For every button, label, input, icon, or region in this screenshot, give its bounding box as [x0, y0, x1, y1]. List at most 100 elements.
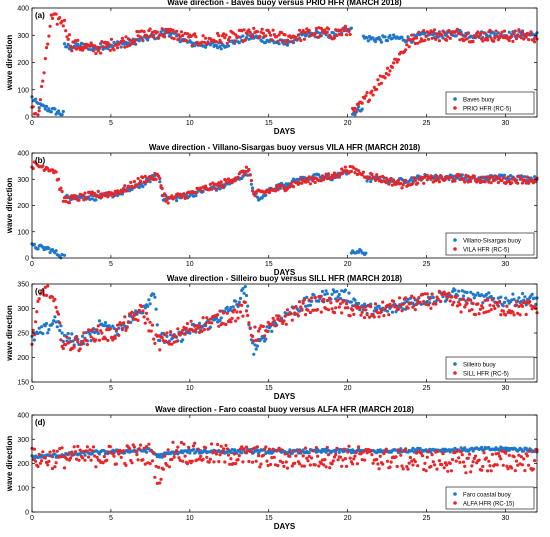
data-point [306, 308, 310, 312]
data-point [182, 442, 186, 446]
data-point [222, 311, 226, 315]
data-point [469, 290, 473, 294]
data-point [501, 309, 505, 313]
data-point [164, 199, 168, 203]
data-point [465, 290, 469, 295]
data-point [337, 305, 341, 309]
data-point [306, 304, 310, 308]
data-point [38, 330, 43, 334]
data-point [342, 299, 346, 303]
data-point [91, 445, 96, 449]
data-point [171, 28, 175, 32]
data-point [281, 321, 285, 325]
data-point [36, 101, 40, 105]
data-point [429, 306, 433, 310]
data-point [218, 319, 222, 323]
data-point [473, 177, 478, 181]
data-point [477, 458, 481, 462]
data-point [61, 199, 65, 203]
data-point [157, 465, 161, 469]
data-point [257, 329, 261, 333]
data-point [37, 452, 41, 456]
data-point [159, 30, 163, 34]
data-point [511, 310, 515, 314]
legend-label: Silleiro buoy [463, 362, 496, 368]
data-point [318, 31, 322, 35]
data-point [478, 32, 482, 36]
x-tick-label: 20 [344, 385, 352, 392]
data-point [410, 176, 414, 180]
data-point [533, 179, 537, 183]
data-point [443, 177, 447, 181]
data-point [510, 34, 514, 39]
data-point [271, 447, 275, 451]
data-point [283, 33, 287, 37]
data-point [94, 465, 98, 469]
data-point [355, 462, 359, 466]
data-point [136, 318, 140, 322]
data-point [300, 464, 304, 468]
data-point [164, 30, 168, 34]
data-point [179, 331, 184, 335]
data-point [163, 333, 167, 337]
y-tick-label: 100 [17, 87, 29, 94]
data-point [533, 459, 537, 463]
data-point [301, 454, 305, 458]
data-point [38, 461, 43, 465]
data-point [184, 195, 188, 199]
data-point [249, 178, 253, 183]
data-point [264, 193, 268, 197]
data-point [435, 467, 439, 471]
data-point [464, 34, 468, 38]
data-point [504, 451, 508, 455]
data-point [167, 342, 171, 346]
data-point [470, 446, 474, 450]
data-point [340, 311, 344, 315]
data-point [219, 180, 223, 184]
data-point [72, 445, 76, 449]
data-point [214, 187, 218, 191]
data-point [524, 303, 528, 307]
data-point [73, 194, 77, 198]
data-point [398, 449, 402, 453]
data-point [316, 308, 320, 312]
data-point [469, 470, 473, 474]
data-point [47, 328, 51, 332]
data-point [369, 179, 373, 184]
data-point [496, 451, 500, 455]
data-point [94, 198, 98, 202]
data-point [49, 454, 53, 458]
data-point [147, 298, 151, 302]
data-point [95, 455, 99, 459]
data-point [370, 453, 374, 457]
data-point [47, 459, 51, 463]
data-point [275, 449, 279, 453]
data-point [346, 306, 350, 310]
data-point [522, 37, 526, 41]
data-point [138, 179, 143, 183]
data-point [251, 34, 255, 39]
data-point [507, 453, 511, 457]
series-2 [30, 12, 539, 117]
data-point [70, 450, 74, 454]
data-point [66, 452, 70, 456]
data-point [307, 451, 311, 455]
data-point [388, 465, 392, 469]
data-point [255, 344, 259, 348]
data-point [269, 33, 273, 37]
data-point [275, 314, 279, 318]
data-point [191, 194, 196, 198]
data-points [30, 160, 539, 260]
data-point [448, 36, 452, 41]
data-point [291, 306, 296, 310]
data-point [445, 298, 449, 302]
data-point [97, 195, 102, 199]
data-point [454, 295, 458, 299]
data-point [346, 450, 350, 454]
data-point [463, 446, 467, 450]
data-point [41, 164, 45, 168]
data-point [242, 447, 246, 451]
data-point [243, 300, 247, 304]
data-point [54, 461, 58, 465]
data-point [420, 176, 425, 180]
